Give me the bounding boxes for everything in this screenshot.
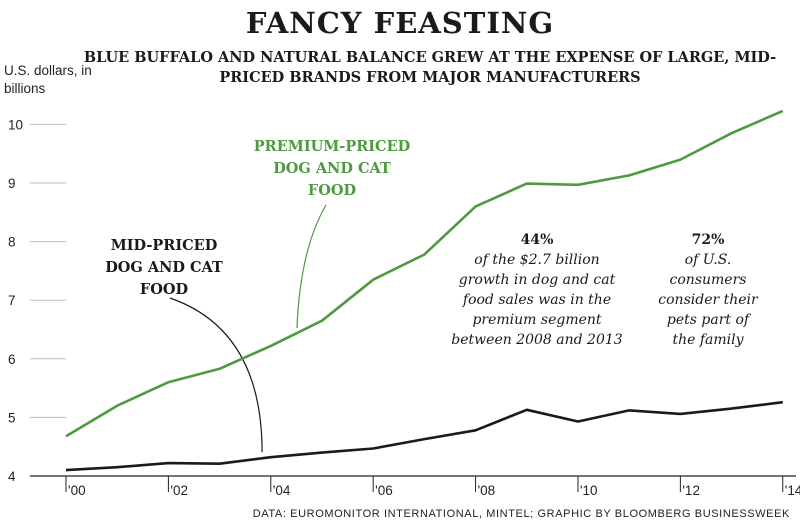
annotation-growth: 44% of the $2.7 billion growth in dog and … (451, 232, 622, 348)
annotation-line: premium segment (472, 312, 601, 328)
series-labels: PREMIUM-PRICED DOG AND CAT FOOD MID-PRICED D… (105, 138, 410, 298)
premium-leader-line (296, 204, 327, 329)
x-tick-label: '10 (580, 483, 598, 498)
annotation-line: pets part of (667, 312, 752, 328)
y-tick-label: 6 (8, 352, 16, 367)
mid-leader-line (169, 297, 263, 453)
annotation-line: consider their (658, 292, 759, 308)
y-tick-label: 10 (8, 117, 23, 132)
y-axis-label: U.S. dollars, in billions (4, 63, 92, 96)
y-tick-label: 9 (8, 176, 16, 191)
x-tick-label: '06 (375, 483, 393, 498)
x-tick-label: '00 (68, 483, 86, 498)
annotation-value: 44% (521, 232, 554, 248)
series-label-line: DOG AND CAT (273, 160, 391, 177)
premium-series-label: PREMIUM-PRICED DOG AND CAT FOOD (254, 138, 410, 199)
annotation-line: growth in dog and cat (459, 272, 616, 288)
mid-series-line (65, 400, 783, 472)
annotation-line: the family (672, 332, 744, 348)
annotation-line: of U.S. (685, 252, 732, 268)
annotation-value: 72% (692, 232, 725, 248)
y-axis-ticks: 4 5 6 7 8 9 10 (8, 117, 23, 484)
source-note: DATA: EUROMONITOR INTERNATIONAL, MINTEL;… (252, 508, 790, 520)
premium-series-line (65, 109, 784, 438)
y-tick-label: 7 (8, 293, 16, 308)
y-tick-label: 8 (8, 235, 16, 250)
series-label-line: PREMIUM-PRICED (254, 138, 410, 155)
gridlines (30, 123, 796, 477)
annotation-line: consumers (670, 272, 747, 288)
series-lines (65, 109, 784, 472)
y-tick-label: 5 (8, 410, 16, 425)
chart-subtitle: BLUE BUFFALO AND NATURAL BALANCE GREW AT… (83, 49, 777, 86)
leader-lines (169, 204, 327, 453)
mid-series-label: MID-PRICED DOG AND CAT FOOD (105, 237, 223, 298)
y-tick-label: 4 (8, 469, 16, 484)
annotation-line: food sales was in the (462, 292, 611, 308)
annotations: 44% of the $2.7 billion growth in dog and … (451, 232, 759, 348)
x-tick-label: '02 (170, 483, 188, 498)
annotation-line: between 2008 and 2013 (451, 332, 622, 348)
annotation-line: of the $2.7 billion (474, 252, 599, 268)
x-tick-label: '12 (682, 483, 700, 498)
series-label-line: FOOD (140, 281, 188, 298)
x-tick-label: '08 (478, 483, 496, 498)
chart-title: FANCY FEASTING (245, 6, 555, 40)
x-axis-ticks: '00 '02 '04 '06 '08 '10 '12 '14 (65, 476, 800, 498)
series-label-line: FOOD (308, 182, 356, 199)
x-tick-label: '14 (785, 483, 800, 498)
annotation-family: 72% of U.S. consumers consider their pets pa… (658, 232, 759, 348)
series-label-line: MID-PRICED (111, 237, 218, 254)
series-label-line: DOG AND CAT (105, 259, 223, 276)
x-tick-label: '04 (273, 483, 291, 498)
